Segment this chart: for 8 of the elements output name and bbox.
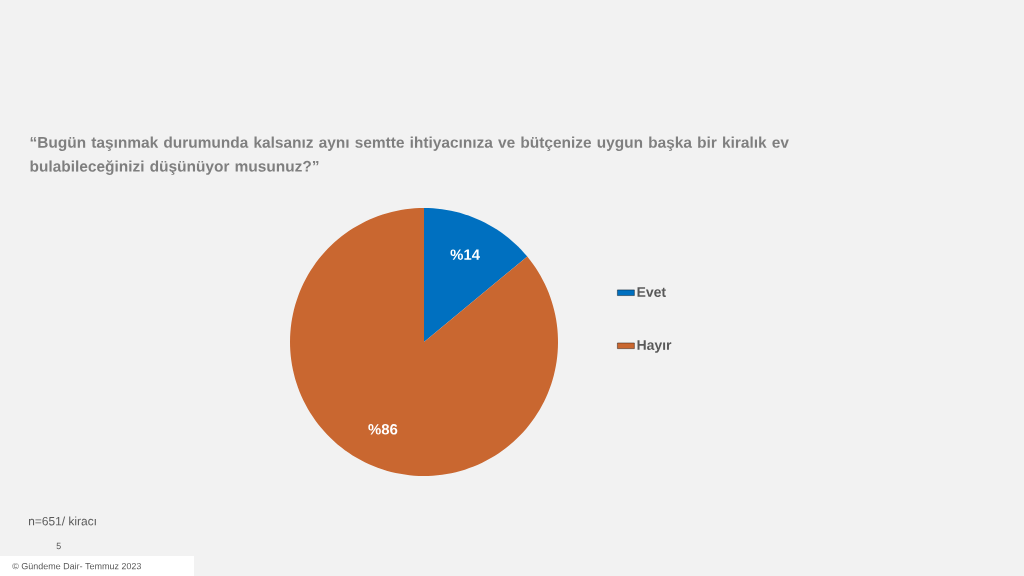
- legend-label: Evet: [637, 287, 666, 297]
- text: © Gündeme Dair- Temmuz 2023: [12, 562, 141, 570]
- data-label: %86: [368, 424, 398, 435]
- data-label: %14: [450, 249, 480, 260]
- chart-title: “Bugün taşınmak durumunda kalsanız aynı semtte ihtiyacınıza ve bütçenize uygun başka bir kiralık ev bulabileceğinizi düşünüyor musunuz?”: [30, 136, 789, 175]
- text: 5: [56, 542, 61, 550]
- legend-label: Hayır: [637, 340, 672, 353]
- text: n=651/ kiracı: [29, 516, 96, 526]
